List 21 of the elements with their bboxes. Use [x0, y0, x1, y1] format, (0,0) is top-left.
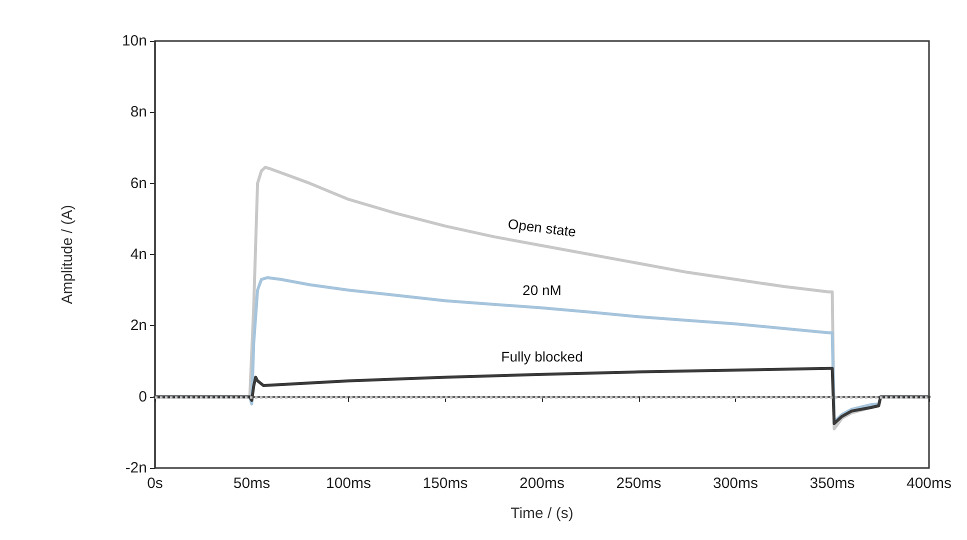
- x-axis-title: Time / (s): [510, 505, 574, 522]
- x-tick-label: 300ms: [712, 475, 758, 492]
- x-tick-label: 50ms: [233, 475, 270, 492]
- y-tick-label: 10n: [122, 32, 147, 50]
- x-tick-label: 0s: [147, 475, 163, 492]
- x-tick-label: 250ms: [616, 475, 662, 492]
- series-label: Fully blocked: [501, 348, 583, 364]
- x-tick-label: 100ms: [326, 475, 372, 492]
- y-axis-title: Amplitude / (A): [59, 204, 76, 304]
- x-tick-label: 400ms: [906, 475, 952, 492]
- y-tick-label: 2n: [130, 317, 147, 334]
- y-tick-label: 4n: [130, 246, 147, 263]
- y-tick-label: -2n: [125, 460, 147, 476]
- y-tick-label: 8n: [130, 104, 147, 121]
- y-tick-label: 6n: [130, 174, 147, 192]
- y-tick-label: 0: [138, 388, 147, 406]
- x-tick-label: 200ms: [519, 475, 565, 492]
- text: Open state: [507, 216, 578, 240]
- series-label: 20 nM: [522, 282, 562, 298]
- x-tick-label: 150ms: [422, 475, 468, 492]
- x-tick-label: 350ms: [810, 475, 855, 492]
